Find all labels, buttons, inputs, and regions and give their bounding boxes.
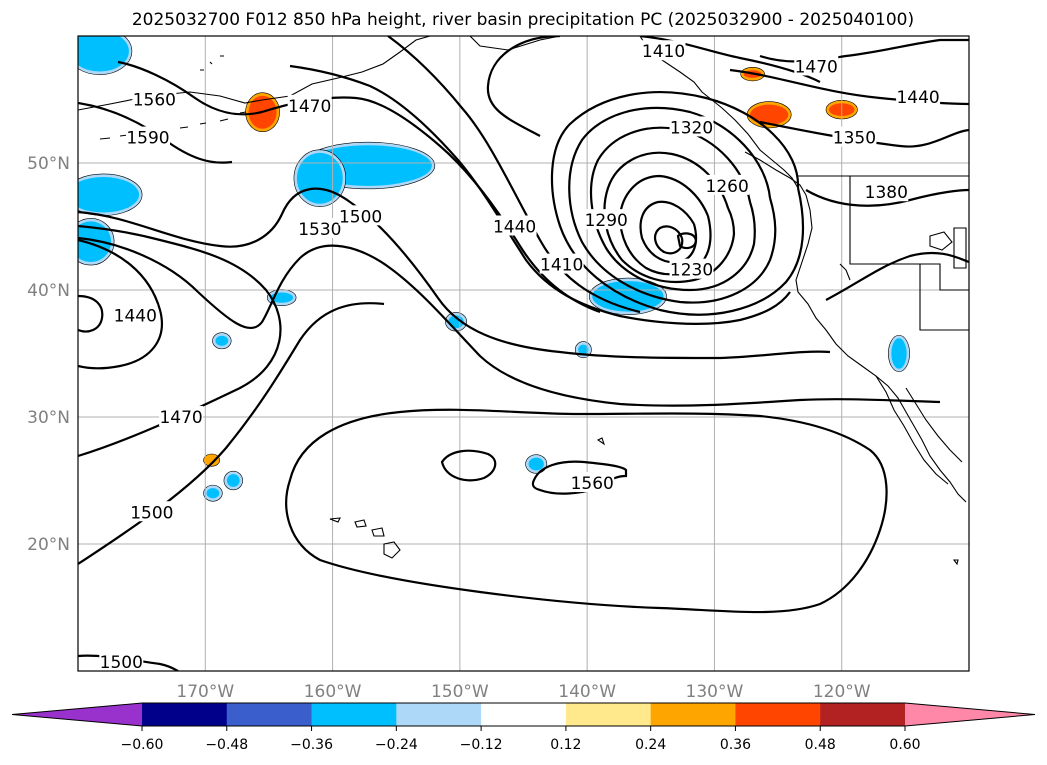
contour-label: 1560 (571, 474, 614, 494)
contour-label-bg (132, 88, 177, 109)
contour-label: 1350 (833, 129, 876, 149)
contour-label-bg (159, 406, 204, 426)
precip-area (78, 36, 129, 72)
colorbar-tick-label: 0.60 (889, 737, 920, 753)
colorbar-segment (650, 703, 736, 726)
contour-label: 1440 (114, 306, 157, 326)
contour-label-bg (641, 40, 686, 61)
contour-label: 1320 (670, 118, 713, 138)
contour-label: 1260 (706, 177, 749, 197)
longitude-label: 130°W (686, 682, 744, 702)
colorbar: −0.60 −0.48 −0.36 −0.24 −0.12 0.12 0.24 0.36 0.4… (11, 702, 1036, 753)
precip-area (528, 457, 544, 471)
colorbar-tick-label: −0.48 (205, 737, 248, 753)
contour-label-bg (669, 258, 714, 279)
map-panel: 1560159014701530150014401410141013201260… (27, 35, 970, 702)
colorbar-segment (142, 703, 228, 726)
colorbar-tick-label: −0.60 (121, 737, 164, 753)
contour-label-bg (297, 218, 342, 239)
contour-label: 1530 (298, 220, 341, 240)
contour-label-bg (492, 215, 537, 236)
contour-label: 1470 (288, 97, 331, 117)
contour-label: 1440 (896, 88, 939, 108)
colorbar-segment (481, 703, 567, 726)
contour-label-bg (794, 55, 839, 76)
colorbar-segment (735, 703, 821, 726)
precip-area (750, 104, 789, 125)
precip-area (206, 488, 220, 499)
colorbar-tick-label: 0.48 (805, 737, 836, 753)
colorbar-tick-label: 0.36 (720, 737, 751, 753)
contour-label-bg (864, 181, 909, 202)
contour-label: 1230 (670, 261, 713, 281)
precip-area (78, 176, 140, 213)
contour-label: 1380 (865, 183, 908, 203)
latitude-labels: 50°N 40°N 30°N 20°N (27, 154, 70, 555)
contour-label-bg (705, 174, 750, 195)
colorbar-tick-label: 0.24 (635, 737, 666, 753)
colorbar-segment (396, 703, 482, 726)
longitude-label: 150°W (431, 682, 489, 702)
precip-area (215, 335, 229, 346)
contour-label-bg (570, 472, 615, 493)
colorbar-extend-low (12, 703, 142, 726)
longitude-label: 140°W (558, 682, 616, 702)
contour-label: 1500 (130, 503, 173, 523)
colorbar-segment (820, 703, 906, 726)
contour-label: 1500 (339, 207, 382, 227)
contour-label: 1560 (133, 91, 176, 111)
precip-area (226, 474, 240, 487)
contour-label: 1410 (642, 42, 685, 62)
precip-area (296, 152, 343, 204)
colorbar-segment (311, 703, 397, 726)
colorbar-tick-label: −0.36 (290, 737, 333, 753)
height-contours (78, 36, 969, 671)
latitude-label: 30°N (27, 408, 70, 428)
longitude-label: 170°W (176, 682, 234, 702)
colorbar-extend-high (905, 703, 1035, 726)
precip-area (78, 221, 112, 263)
precip-area (891, 338, 907, 369)
contour-label: 1470 (159, 408, 202, 428)
longitude-label: 120°W (813, 682, 871, 702)
contour-labels: 1560159014701530150014401410141013201260… (99, 40, 941, 673)
latitude-label: 20°N (27, 535, 70, 555)
colorbar-tick-label: −0.24 (375, 737, 418, 753)
latitude-label: 40°N (27, 281, 70, 301)
contour-label: 1440 (493, 218, 536, 238)
contour-label: 1590 (126, 129, 169, 149)
colorbar-tick-label: −0.12 (460, 737, 503, 753)
contour-label-bg (338, 205, 383, 226)
contour-label-bg (832, 126, 877, 147)
contour-label-bg (584, 209, 629, 230)
contour-label: 1410 (540, 256, 583, 276)
contour-label-bg (669, 116, 714, 137)
contour-label-bg (113, 304, 158, 325)
colorbar-tick-label: 0.12 (550, 737, 581, 753)
colorbar-segment (226, 703, 313, 726)
figure-title: 2025032700 F012 850 hPa height, river ba… (132, 10, 914, 30)
longitude-label: 160°W (304, 682, 362, 702)
longitude-labels: 170°W 160°W 150°W 140°W 130°W 120°W (176, 682, 870, 702)
contour-label-bg (287, 94, 332, 115)
contour-label: 1290 (585, 211, 628, 231)
contour-label: 1500 (100, 653, 143, 673)
contour-label-bg (126, 126, 171, 147)
contour-label-bg (99, 651, 144, 671)
contour-label-bg (896, 85, 941, 106)
precip-area (578, 344, 589, 355)
latitude-label: 50°N (27, 154, 70, 174)
contour-label-bg (539, 253, 584, 274)
map-background (78, 36, 969, 671)
colorbar-segment (565, 703, 652, 726)
map-frame (77, 35, 970, 672)
contour-label-bg (129, 501, 174, 522)
contour-label: 1470 (795, 57, 838, 77)
